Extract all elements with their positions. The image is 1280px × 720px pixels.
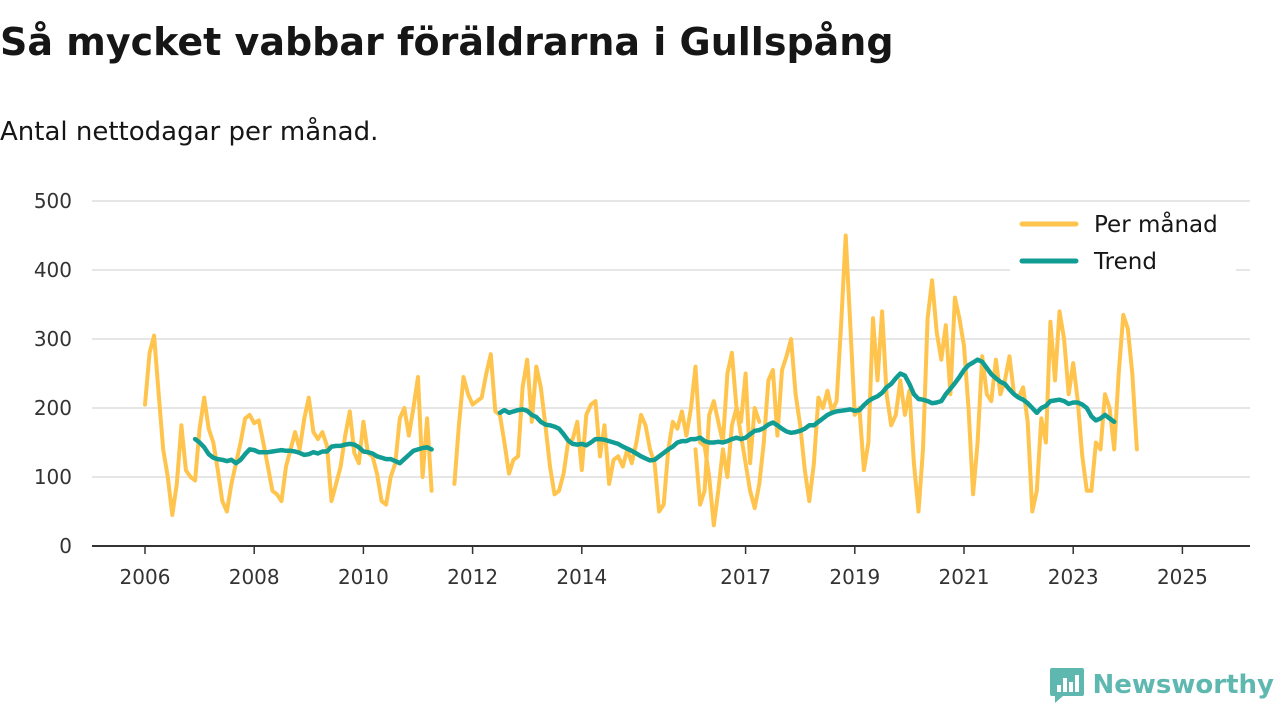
x-tick-label: 2006: [120, 565, 171, 589]
x-tick-label: 2019: [829, 565, 880, 589]
x-tick-label: 2017: [720, 565, 771, 589]
legend: Per månad Trend: [1010, 204, 1236, 275]
brand-name: Newsworthy: [1092, 670, 1274, 700]
x-tick-label: 2014: [556, 565, 607, 589]
x-tick-label: 2025: [1157, 565, 1208, 589]
y-tick-label: 100: [34, 465, 72, 489]
chart-title: Så mycket vabbar föräldrarna i Gullspång: [0, 20, 894, 64]
y-tick-label: 300: [34, 327, 72, 351]
x-tick-label: 2008: [229, 565, 280, 589]
newsworthy-logo-icon: [1049, 668, 1084, 703]
series-per-manad-line-segment-2: [693, 233, 1139, 514]
series-trend-line-segment-1: [497, 357, 1117, 463]
series-per-manad-line-segment-1: [452, 352, 762, 528]
series-layer: [143, 233, 1139, 528]
x-tick-label: 2012: [447, 565, 498, 589]
x-axis-ticks: 2006 2008 2010 2012 2014 2017 2019 2021 2023 2025: [120, 546, 1208, 589]
brand-logo: Newsworthy: [1049, 666, 1274, 704]
y-tick-label: 200: [34, 396, 72, 420]
legend-label-trend: Trend: [1093, 249, 1157, 275]
y-tick-label: 400: [34, 258, 72, 282]
y-tick-label: 500: [34, 189, 72, 213]
series-trend-line-segment-0: [192, 436, 434, 466]
series-per-manad-line-segment-0: [143, 333, 434, 517]
x-tick-label: 2021: [939, 565, 990, 589]
x-tick-label: 2010: [338, 565, 389, 589]
y-tick-label: 0: [59, 534, 72, 558]
x-tick-label: 2023: [1048, 565, 1099, 589]
y-axis-ticks: 0 100 200 300 400 500: [34, 189, 72, 558]
legend-label-per-manad: Per månad: [1094, 210, 1218, 238]
chart-subtitle: Antal nettodagar per månad.: [0, 117, 379, 147]
